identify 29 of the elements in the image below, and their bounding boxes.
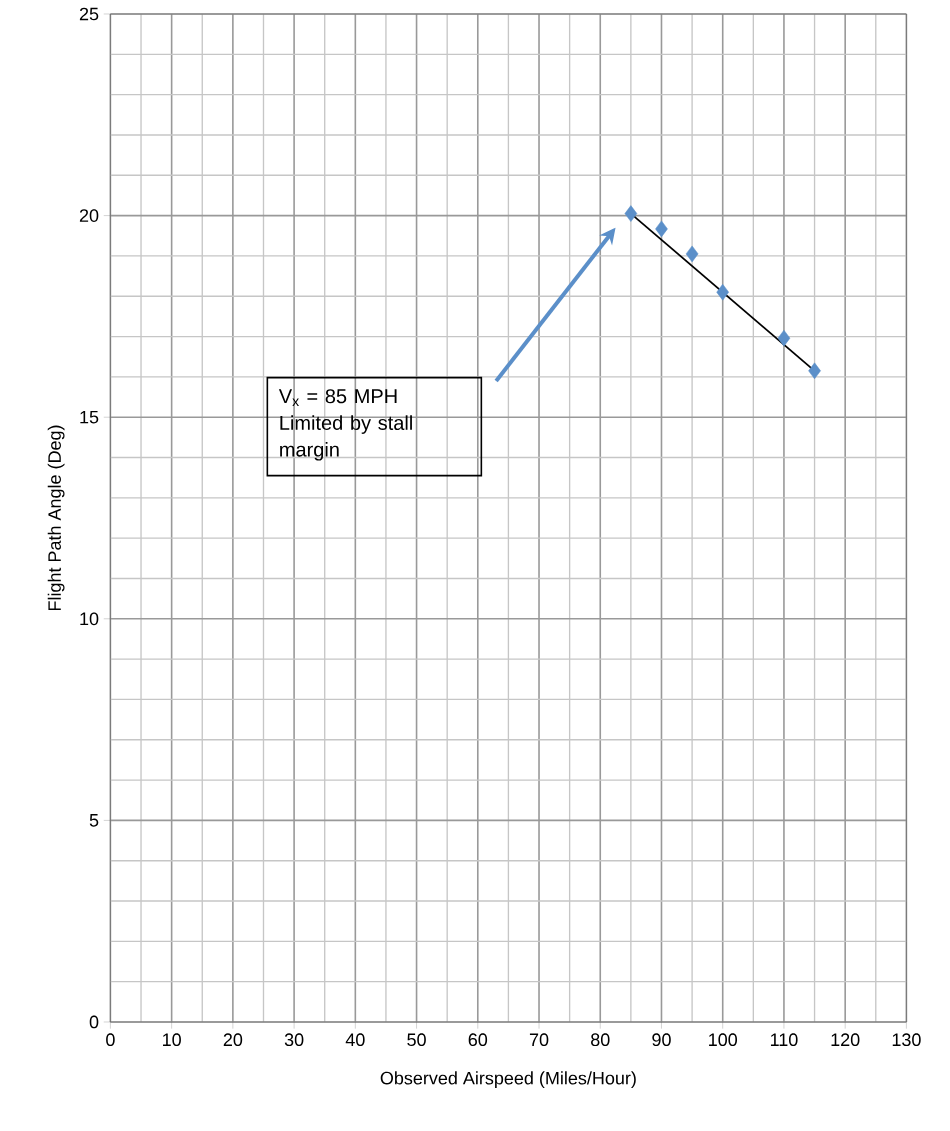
- y-tick-label: 25: [79, 7, 99, 21]
- x-tick-label: 10: [162, 1033, 181, 1047]
- point: [716, 283, 729, 301]
- y-tick-label: 10: [80, 612, 99, 626]
- x-tick-label: 70: [529, 1033, 549, 1047]
- y-tick-label: 15: [80, 410, 99, 424]
- x-tick-label: 0: [105, 1033, 115, 1047]
- x-tick-label: 120: [831, 1033, 860, 1047]
- x-tick-label: 30: [284, 1033, 304, 1047]
- x-axis-title: Observed Airspeed (Miles/Hour): [380, 1071, 636, 1089]
- x-tick-label: 80: [590, 1033, 610, 1047]
- x-tick-label: 50: [407, 1033, 426, 1047]
- point: [685, 245, 699, 263]
- point: [777, 329, 791, 347]
- x-tick-label: 40: [345, 1033, 365, 1047]
- point: [655, 220, 668, 238]
- point: [624, 205, 637, 222]
- x-tick-label: 60: [468, 1033, 487, 1047]
- x-tick-label: 110: [770, 1033, 798, 1047]
- y-tick-label: 20: [79, 209, 99, 222]
- annotation: V$_{x}$ = 85 MPH Limited by stall margin: [278, 389, 412, 461]
- y-tick-label: 5: [89, 814, 99, 827]
- y-tick-label: 0: [89, 1015, 99, 1029]
- x-tick-label: 20: [223, 1033, 242, 1047]
- x-tick-label: 130: [892, 1033, 921, 1047]
- x-tick-label: 90: [652, 1033, 671, 1047]
- x-tick-label: 100: [708, 1033, 737, 1047]
- y-axis-title: Flight Path Angle (Deg): [47, 425, 65, 611]
- point: [808, 362, 821, 380]
